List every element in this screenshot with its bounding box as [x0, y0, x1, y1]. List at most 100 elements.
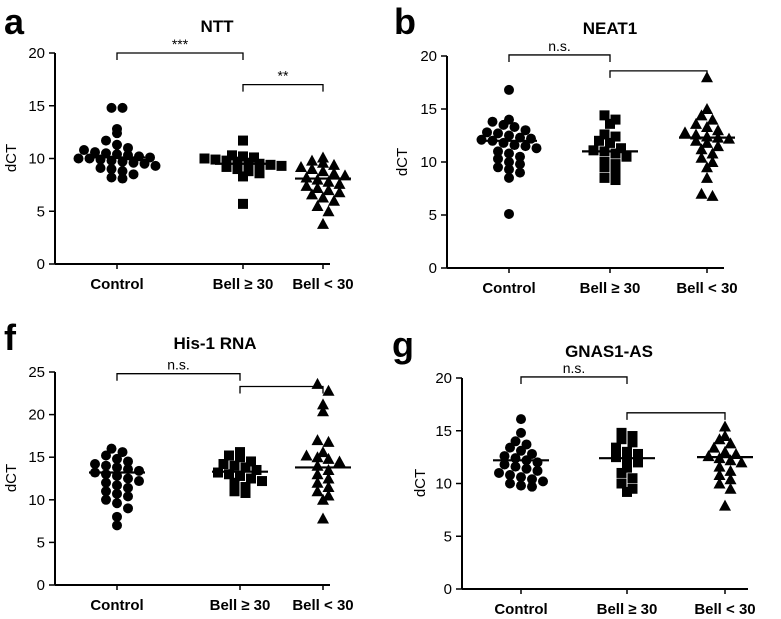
data-point-bell-ge-30	[246, 473, 256, 484]
data-point-control	[73, 153, 84, 164]
x-tick-label: Bell ≥ 30	[210, 597, 271, 614]
data-point-bell-ge-30	[232, 156, 243, 167]
data-point-bell-ge-30	[622, 455, 632, 466]
data-point-control	[499, 459, 510, 470]
data-point-control	[112, 462, 122, 473]
data-point-bell-lt-30	[317, 165, 329, 177]
data-point-control	[101, 477, 111, 488]
data-point-control	[520, 141, 531, 152]
data-point-bell-ge-30	[622, 462, 632, 473]
data-point-bell-ge-30	[199, 153, 210, 164]
data-point-bell-lt-30	[322, 472, 335, 484]
data-point-control	[504, 208, 514, 219]
data-point-bell-lt-30	[333, 177, 346, 189]
data-point-control	[504, 164, 514, 175]
data-point-bell-ge-30	[232, 164, 243, 175]
data-point-control	[134, 465, 144, 476]
data-point-bell-lt-30	[701, 161, 713, 173]
significance-label: n.s.	[563, 360, 586, 376]
x-tick-label: Bell < 30	[292, 276, 353, 293]
data-point-bell-lt-30	[706, 147, 719, 159]
data-point-control	[123, 473, 133, 484]
data-point-bell-lt-30	[712, 140, 724, 152]
significance-label: n.s.	[548, 38, 571, 54]
data-point-bell-ge-30	[627, 483, 638, 494]
data-point-bell-lt-30	[317, 446, 329, 458]
data-point-bell-ge-30	[251, 464, 262, 475]
data-point-bell-ge-30	[240, 482, 251, 493]
data-point-bell-lt-30	[322, 384, 335, 396]
data-point-bell-lt-30	[735, 456, 748, 468]
data-point-bell-ge-30	[627, 437, 638, 448]
y-tick-label: 10	[28, 151, 45, 168]
data-point-bell-lt-30	[311, 485, 324, 497]
data-point-bell-ge-30	[611, 442, 621, 453]
panel-b: b NEAT1 dCT 0 5 10 15 20 Control Bell ≥ 30 Bell < …	[394, 1, 738, 297]
data-point-bell-lt-30	[701, 130, 713, 142]
data-point-bell-lt-30	[317, 156, 329, 168]
data-point-bell-lt-30	[724, 473, 737, 485]
data-point-bell-lt-30	[724, 482, 737, 494]
data-point-control	[123, 491, 133, 502]
y-tick-label: 15	[435, 423, 452, 440]
data-point-bell-lt-30	[300, 171, 313, 183]
significance-bracket	[508, 54, 611, 62]
data-point-bell-ge-30	[257, 476, 267, 487]
y-axis-label: dCT	[3, 464, 20, 492]
data-point-bell-lt-30	[333, 455, 346, 467]
data-point-bell-ge-30	[616, 427, 627, 438]
y-tick-label: 10	[28, 492, 45, 509]
data-point-control	[493, 162, 503, 173]
y-tick-label: 15	[28, 449, 45, 466]
data-point-control	[527, 481, 537, 492]
data-point-bell-ge-30	[633, 457, 643, 468]
y-tick-label: 25	[28, 364, 45, 381]
data-point-bell-lt-30	[695, 109, 708, 121]
data-point-bell-ge-30	[246, 456, 256, 467]
significance-bracket	[626, 412, 726, 420]
data-point-control	[101, 450, 111, 461]
data-point-bell-lt-30	[713, 477, 726, 489]
data-point-bell-ge-30	[238, 135, 248, 146]
data-point-bell-ge-30	[229, 486, 240, 497]
panel-letter: g	[392, 324, 414, 365]
significance-label: ***	[172, 36, 189, 52]
data-point-bell-ge-30	[622, 446, 632, 457]
data-point-control	[516, 472, 526, 483]
data-point-control	[532, 465, 543, 476]
y-tick-label: 5	[444, 528, 452, 545]
data-point-control	[515, 151, 525, 162]
data-point-control	[123, 142, 133, 153]
data-point-bell-ge-30	[622, 486, 632, 497]
data-point-bell-ge-30	[616, 434, 627, 445]
significance-bracket	[116, 52, 244, 60]
data-point-bell-lt-30	[295, 160, 307, 172]
data-point-bell-lt-30	[311, 451, 324, 463]
data-point-bell-lt-30	[724, 464, 737, 476]
significance-bracket	[520, 376, 628, 384]
data-point-bell-ge-30	[599, 172, 610, 183]
data-point-bell-ge-30	[610, 175, 621, 186]
data-point-bell-ge-30	[235, 447, 245, 458]
data-point-bell-lt-30	[322, 175, 335, 187]
data-point-bell-ge-30	[249, 152, 259, 163]
data-point-bell-lt-30	[328, 194, 340, 206]
data-point-bell-ge-30	[599, 129, 610, 140]
x-tick-label: Control	[90, 276, 143, 293]
data-point-bell-lt-30	[724, 437, 737, 449]
data-point-control	[117, 173, 128, 184]
data-point-control	[101, 460, 111, 471]
y-tick-label: 5	[37, 534, 45, 551]
data-point-bell-lt-30	[317, 217, 329, 229]
data-point-control	[106, 443, 117, 454]
data-point-bell-lt-30	[322, 489, 335, 501]
data-point-control	[521, 463, 532, 474]
data-point-bell-ge-30	[276, 160, 287, 171]
data-point-bell-lt-30	[333, 186, 346, 198]
data-point-bell-lt-30	[713, 460, 726, 472]
data-point-bell-lt-30	[695, 151, 708, 163]
data-point-control	[498, 119, 509, 130]
data-point-control	[504, 84, 514, 95]
data-point-bell-lt-30	[719, 420, 731, 432]
data-point-bell-lt-30	[724, 454, 737, 466]
